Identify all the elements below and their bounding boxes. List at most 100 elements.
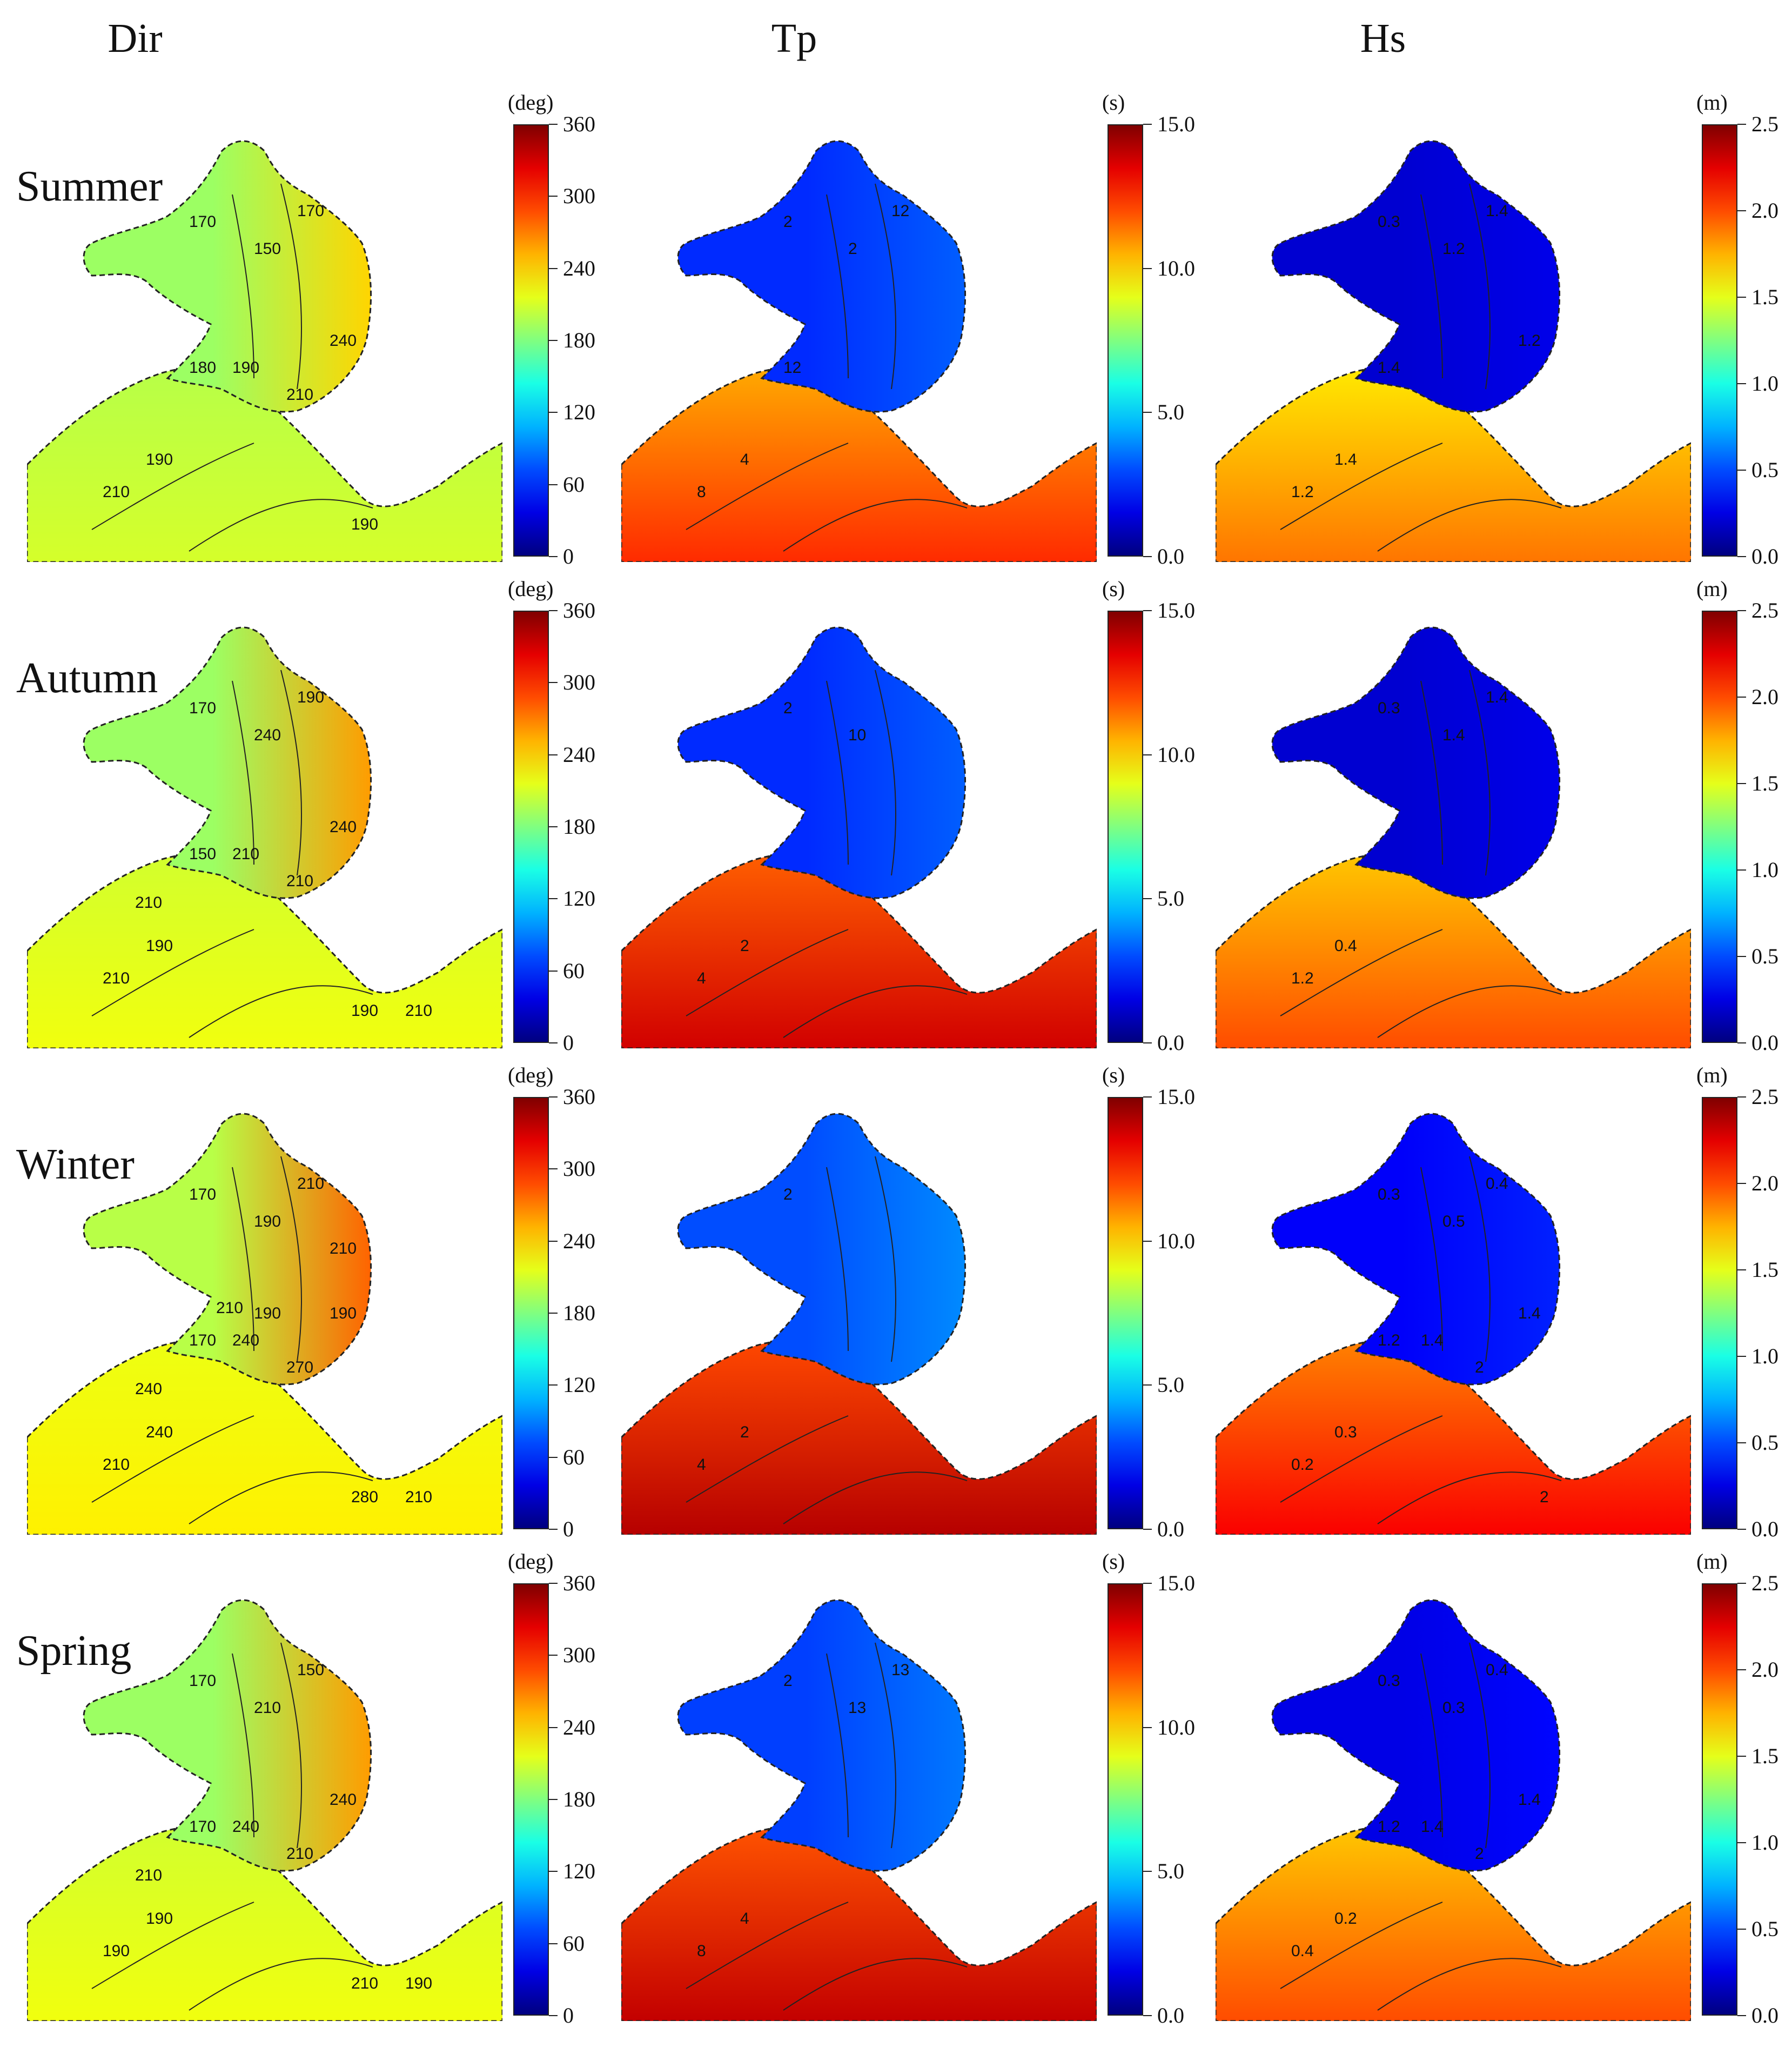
contour-line bbox=[686, 443, 849, 530]
contour-line bbox=[280, 1642, 303, 1849]
map-panel-spring-dir: 170 190 190 210 150 170 240 240 210 210 190 210 (deg… bbox=[27, 1549, 610, 2053]
bay-region bbox=[83, 1113, 372, 1386]
colorbar-unit: (deg) bbox=[508, 577, 554, 601]
contour-line bbox=[1377, 1471, 1562, 1524]
colorbar-tick-label: 1.0 bbox=[1751, 858, 1778, 882]
contour-label: 190 bbox=[146, 1910, 173, 1928]
colorbar-tick bbox=[549, 826, 558, 827]
colorbar-tick bbox=[1737, 2015, 1746, 2016]
colorbar-tick bbox=[549, 484, 558, 485]
contour-label: 170 bbox=[297, 202, 324, 220]
colorbar-tick bbox=[1737, 1096, 1746, 1098]
contour-label: 0.2 bbox=[1334, 1910, 1357, 1928]
colorbar-tick-label: 300 bbox=[563, 184, 595, 209]
wave-field-map: 2 4 8 2 12 12 bbox=[621, 140, 1097, 562]
colorbar-tick-label: 180 bbox=[563, 814, 595, 839]
contour-line bbox=[232, 680, 254, 865]
colorbar-tick bbox=[1737, 1669, 1746, 1670]
contour-label: 210 bbox=[297, 1175, 324, 1193]
colorbar-tick-label: 10.0 bbox=[1157, 742, 1195, 767]
contour-label: 150 bbox=[254, 240, 281, 258]
contour-label: 150 bbox=[189, 845, 216, 863]
contour-label: 1.4 bbox=[1378, 359, 1400, 377]
bay-region bbox=[83, 1599, 372, 1872]
contour-line bbox=[826, 1167, 849, 1351]
colorbar-tick bbox=[1737, 956, 1746, 957]
contour-label: 0.3 bbox=[1334, 1423, 1357, 1441]
colorbar-tick bbox=[549, 1456, 558, 1458]
contour-label: 190 bbox=[146, 451, 173, 469]
contour-label: 8 bbox=[697, 1942, 706, 1960]
bay-region bbox=[677, 140, 967, 413]
contour-line bbox=[783, 499, 968, 552]
contour-line bbox=[686, 1415, 849, 1503]
colorbar-tick-label: 2.0 bbox=[1751, 685, 1778, 709]
open-sea-region bbox=[621, 366, 1097, 562]
colorbar-tick bbox=[1737, 1442, 1746, 1443]
contour-label: 4 bbox=[697, 969, 706, 987]
colorbar-tick-label: 1.0 bbox=[1751, 1830, 1778, 1855]
contour-label: 8 bbox=[697, 483, 706, 501]
open-sea-region bbox=[27, 853, 502, 1048]
colorbar-tick bbox=[549, 1583, 558, 1584]
contour-label: 210 bbox=[135, 1866, 162, 1884]
colorbar-tick-label: 1.5 bbox=[1751, 771, 1778, 795]
contour-label: 1.4 bbox=[1486, 688, 1508, 706]
contour-label: 0.4 bbox=[1486, 1175, 1508, 1193]
colorbar-tick bbox=[1737, 869, 1746, 871]
colorbar-tick bbox=[1143, 556, 1152, 557]
contour-line bbox=[232, 194, 254, 379]
colorbar-tick bbox=[1737, 1929, 1746, 1930]
colorbar-gradient bbox=[513, 611, 549, 1043]
colorbar-tick-label: 2.5 bbox=[1751, 1085, 1778, 1109]
open-sea-region bbox=[1216, 1825, 1691, 2021]
colorbar-gradient bbox=[1702, 124, 1737, 557]
open-sea-region bbox=[27, 366, 502, 562]
bay-region bbox=[1271, 140, 1561, 413]
colorbar-gradient bbox=[1108, 611, 1143, 1043]
contour-line bbox=[189, 1471, 373, 1524]
colorbar-gradient bbox=[1108, 1583, 1143, 2016]
colorbar-tick-label: 300 bbox=[563, 1156, 595, 1181]
colorbar-tick-label: 360 bbox=[563, 598, 595, 623]
contour-label: 210 bbox=[232, 845, 259, 863]
colorbar-tick-label: 15.0 bbox=[1157, 1571, 1195, 1595]
contour-line bbox=[189, 499, 373, 552]
column-title-dir: Dir bbox=[108, 16, 163, 61]
map-panel-winter-dir: 170 240 210 190 210 170 190 240 270 280 210 240 190 2… bbox=[27, 1063, 610, 1567]
colorbar-tick-label: 0.5 bbox=[1751, 1917, 1778, 1941]
contour-line bbox=[232, 1167, 254, 1351]
colorbar-tick-label: 0.5 bbox=[1751, 1430, 1778, 1455]
contour-label: 190 bbox=[254, 1304, 281, 1322]
colorbar-tick bbox=[549, 556, 558, 557]
colorbar-tick-label: 1.0 bbox=[1751, 371, 1778, 396]
contour-label: 2 bbox=[783, 213, 793, 231]
map-panel-summer-tp: 2 4 8 2 12 12 (s) 0.0 5.0 10.0 15.0 bbox=[621, 90, 1205, 594]
colorbar-tick-label: 0.5 bbox=[1751, 944, 1778, 968]
contour-label: 1.4 bbox=[1421, 1331, 1444, 1349]
colorbar-tick bbox=[1143, 267, 1152, 269]
contour-line bbox=[232, 1653, 254, 1838]
contour-line bbox=[826, 1653, 849, 1838]
season-label-winter: Winter bbox=[16, 1141, 135, 1188]
open-sea-region bbox=[1216, 853, 1691, 1048]
bay-region bbox=[1271, 1113, 1561, 1386]
contour-line bbox=[826, 194, 849, 379]
colorbar-tick bbox=[549, 340, 558, 341]
colorbar-gradient bbox=[513, 1583, 549, 2016]
colorbar-tick bbox=[1143, 1871, 1152, 1872]
colorbar-tick-label: 15.0 bbox=[1157, 1085, 1195, 1109]
contour-label: 210 bbox=[216, 1299, 243, 1317]
colorbar-tick bbox=[1143, 412, 1152, 413]
contour-line bbox=[1469, 670, 1491, 876]
colorbar-tick-label: 240 bbox=[563, 742, 595, 767]
colorbar-tick-label: 10.0 bbox=[1157, 1715, 1195, 1739]
colorbar-tick-label: 0.0 bbox=[1157, 544, 1184, 568]
colorbar-tick-label: 0.0 bbox=[1751, 544, 1778, 568]
contour-line bbox=[91, 929, 254, 1016]
colorbar-tick bbox=[1143, 1727, 1152, 1728]
contour-label: 240 bbox=[232, 1818, 259, 1836]
colorbar-tick-label: 2.5 bbox=[1751, 1571, 1778, 1595]
column-title-hs: Hs bbox=[1360, 16, 1406, 61]
colorbar-unit: (deg) bbox=[508, 1549, 554, 1574]
